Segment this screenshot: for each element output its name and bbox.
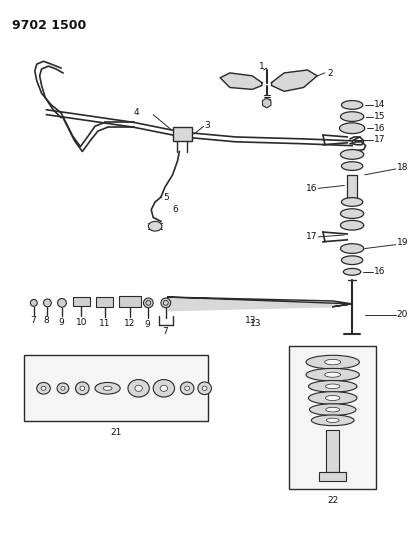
Text: 14: 14: [374, 100, 386, 109]
Ellipse shape: [161, 298, 171, 308]
Ellipse shape: [342, 161, 363, 171]
Ellipse shape: [180, 382, 194, 394]
Ellipse shape: [44, 299, 51, 307]
Bar: [96, 297, 113, 307]
Bar: [24, 356, 208, 421]
Text: 12: 12: [124, 319, 136, 328]
Bar: [319, 472, 346, 481]
Ellipse shape: [326, 395, 340, 400]
Ellipse shape: [80, 386, 85, 391]
Text: 21: 21: [111, 429, 122, 438]
Ellipse shape: [198, 382, 211, 394]
Text: 2: 2: [327, 69, 332, 78]
Ellipse shape: [306, 356, 359, 369]
Text: 7: 7: [30, 316, 36, 325]
Ellipse shape: [342, 101, 363, 109]
Text: 5: 5: [163, 192, 169, 201]
Ellipse shape: [135, 385, 142, 391]
Ellipse shape: [41, 386, 46, 390]
Ellipse shape: [308, 392, 357, 405]
Text: 17: 17: [374, 135, 386, 144]
Ellipse shape: [340, 244, 364, 253]
Bar: [289, 345, 376, 489]
Ellipse shape: [160, 385, 168, 391]
Ellipse shape: [326, 418, 339, 423]
Bar: [73, 297, 90, 306]
Text: 16: 16: [305, 184, 317, 193]
Bar: [347, 175, 357, 202]
Bar: [326, 430, 339, 472]
Ellipse shape: [340, 112, 364, 122]
Ellipse shape: [340, 221, 364, 230]
Ellipse shape: [153, 379, 175, 397]
Ellipse shape: [342, 198, 363, 206]
Ellipse shape: [325, 359, 341, 365]
Ellipse shape: [95, 383, 120, 394]
Text: 13: 13: [250, 319, 262, 328]
Text: 10: 10: [76, 318, 87, 327]
Ellipse shape: [61, 386, 65, 390]
Ellipse shape: [306, 368, 359, 381]
Ellipse shape: [202, 386, 207, 391]
Ellipse shape: [326, 384, 340, 389]
Ellipse shape: [30, 300, 37, 306]
Text: 13: 13: [245, 316, 257, 325]
Ellipse shape: [326, 407, 339, 412]
Ellipse shape: [148, 221, 162, 231]
Ellipse shape: [57, 383, 69, 393]
Text: 1: 1: [259, 62, 265, 70]
Text: 16: 16: [374, 268, 386, 276]
Polygon shape: [272, 70, 317, 91]
Ellipse shape: [312, 415, 354, 426]
Ellipse shape: [58, 298, 66, 307]
Ellipse shape: [128, 379, 149, 397]
Text: 15: 15: [374, 112, 386, 121]
Ellipse shape: [103, 386, 112, 390]
Text: 4: 4: [134, 108, 139, 117]
Ellipse shape: [76, 382, 89, 394]
Text: 16: 16: [374, 124, 386, 133]
Ellipse shape: [185, 386, 189, 391]
Ellipse shape: [308, 381, 357, 392]
Ellipse shape: [340, 150, 364, 159]
Ellipse shape: [325, 372, 341, 377]
Ellipse shape: [143, 298, 153, 308]
Text: 17: 17: [305, 232, 317, 241]
Text: 7: 7: [162, 327, 168, 336]
Text: 8: 8: [44, 316, 49, 325]
Text: 9: 9: [144, 320, 150, 329]
Ellipse shape: [342, 256, 363, 264]
Text: 20: 20: [397, 310, 408, 319]
Text: 22: 22: [327, 496, 338, 505]
Ellipse shape: [37, 383, 50, 394]
Text: 9702 1500: 9702 1500: [12, 19, 87, 32]
Text: 19: 19: [397, 238, 408, 247]
Text: 11: 11: [99, 319, 110, 328]
Bar: [119, 296, 141, 307]
Ellipse shape: [339, 123, 365, 134]
Bar: [173, 127, 192, 141]
Ellipse shape: [343, 269, 361, 275]
Text: 3: 3: [205, 121, 210, 130]
Text: 9: 9: [58, 318, 64, 327]
Text: 18: 18: [397, 163, 408, 172]
Ellipse shape: [309, 404, 356, 415]
Polygon shape: [168, 297, 352, 311]
Ellipse shape: [340, 209, 364, 219]
Text: 6: 6: [173, 205, 178, 214]
Polygon shape: [220, 73, 262, 90]
